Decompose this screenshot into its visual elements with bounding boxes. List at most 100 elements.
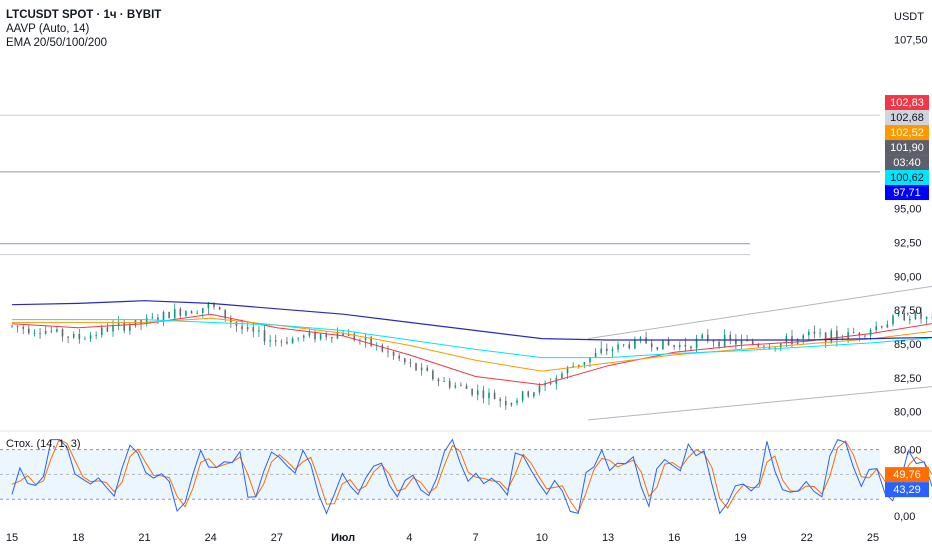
time-tick-label: 18 bbox=[72, 532, 84, 544]
candle-body bbox=[370, 336, 372, 346]
candle-body bbox=[729, 334, 732, 340]
time-tick-label: 7 bbox=[473, 532, 479, 544]
candle-body bbox=[735, 339, 737, 345]
candle-body bbox=[566, 367, 569, 374]
candle-body bbox=[678, 344, 681, 347]
candle-body bbox=[634, 339, 636, 349]
time-tick-label: 19 bbox=[734, 532, 746, 544]
time-tick-label: 27 bbox=[271, 532, 283, 544]
candle-body bbox=[213, 304, 215, 307]
price-tick-label: 85,00 bbox=[894, 339, 922, 351]
candle-body bbox=[521, 391, 524, 401]
price-badge-bg bbox=[885, 170, 929, 186]
stochastic-badge-bg bbox=[885, 467, 929, 483]
price-badge-label: 102,83 bbox=[890, 97, 924, 109]
candle-body bbox=[145, 317, 148, 324]
candle-body bbox=[314, 332, 316, 340]
candle-body bbox=[684, 344, 687, 347]
price-tick-label: 90,00 bbox=[894, 271, 922, 283]
candle-body bbox=[656, 347, 659, 350]
candle-body bbox=[258, 330, 260, 332]
candle-body bbox=[751, 340, 754, 345]
candle-body bbox=[336, 333, 339, 339]
candle-body bbox=[157, 317, 159, 321]
time-axis: 1518212427Июл4710131619222528 bbox=[6, 532, 879, 544]
candle-body bbox=[836, 330, 838, 340]
candle-body bbox=[224, 309, 227, 319]
candle-body bbox=[561, 373, 563, 379]
indicator-ema-label[interactable]: EMA 20/50/100/200 bbox=[6, 37, 108, 49]
candle-body bbox=[151, 317, 154, 319]
candle-body bbox=[95, 334, 97, 336]
candle-body bbox=[527, 391, 530, 397]
candle-body bbox=[476, 390, 479, 395]
candle-body bbox=[802, 335, 805, 339]
candle-body bbox=[117, 322, 120, 326]
candle-body bbox=[302, 335, 305, 338]
candle-body bbox=[129, 325, 131, 331]
candle-body bbox=[813, 331, 816, 334]
price-tick-label: 92,50 bbox=[894, 237, 922, 249]
candle-body bbox=[112, 325, 114, 332]
symbol-title[interactable]: LTCUSDT SPOT · 1ч · BYBIT bbox=[6, 9, 162, 21]
candle-body bbox=[572, 365, 574, 368]
candle-body bbox=[331, 337, 333, 339]
candle-body bbox=[39, 333, 41, 334]
price-badge-bg bbox=[885, 155, 929, 171]
candle-body bbox=[673, 345, 675, 347]
candle-body bbox=[819, 332, 821, 334]
time-tick-label: 10 bbox=[536, 532, 548, 544]
candle-body bbox=[830, 330, 833, 344]
time-tick-label: 15 bbox=[6, 532, 18, 544]
candle-body bbox=[589, 357, 591, 363]
candle-body bbox=[538, 385, 541, 393]
candle-body bbox=[611, 349, 614, 352]
candle-body bbox=[179, 308, 182, 316]
candle-body bbox=[886, 324, 889, 328]
price-tick-label: 82,50 bbox=[894, 373, 922, 385]
price-badge: 102,83 bbox=[885, 95, 929, 111]
candle-body bbox=[28, 328, 30, 334]
stochastic-axis: 80,00 0,00 49,76 43,29 bbox=[885, 445, 929, 523]
candle-body bbox=[448, 381, 451, 388]
stochastic-badge-label: 49,76 bbox=[893, 469, 921, 481]
candle-body bbox=[864, 335, 866, 337]
price-badge-label: 102,68 bbox=[890, 112, 924, 124]
candle-body bbox=[106, 327, 109, 332]
candle-body bbox=[443, 381, 445, 382]
candle-body bbox=[465, 385, 468, 389]
candle-body bbox=[808, 331, 810, 336]
candle-body bbox=[140, 319, 142, 324]
stochastic-legend[interactable]: Стох. (14, 1, 3) bbox=[6, 438, 81, 450]
candle-body bbox=[847, 332, 849, 339]
candle-body bbox=[325, 334, 328, 338]
candle-body bbox=[11, 325, 13, 327]
candle-body bbox=[297, 337, 299, 339]
candle-body bbox=[454, 385, 457, 388]
price-badge-label: 101,90 bbox=[890, 142, 924, 154]
time-tick-label: 21 bbox=[138, 532, 150, 544]
candle-body bbox=[162, 311, 165, 321]
candle-body bbox=[690, 346, 692, 349]
price-badge-label: 03:40 bbox=[893, 157, 921, 169]
price-tick-label: 87,50 bbox=[894, 305, 922, 317]
candle-body bbox=[583, 362, 586, 365]
candle-body bbox=[516, 400, 518, 404]
indicator-aavp-label[interactable]: AAVP (Auto, 14) bbox=[6, 23, 90, 35]
price-badge: 102,52 bbox=[885, 125, 929, 141]
candle-body bbox=[740, 339, 743, 345]
candle-body bbox=[246, 327, 249, 330]
candle-body bbox=[914, 312, 917, 319]
time-tick-label: 4 bbox=[406, 532, 412, 544]
candle-body bbox=[600, 348, 603, 354]
price-badge-bg bbox=[885, 110, 929, 126]
candle-body bbox=[50, 331, 53, 332]
candle-body bbox=[909, 318, 911, 321]
price-badge: 03:40 bbox=[885, 155, 929, 171]
candle-body bbox=[263, 330, 266, 342]
candle-body bbox=[897, 313, 900, 316]
candle-body bbox=[723, 334, 726, 347]
stochastic-tick-label: 0,00 bbox=[894, 511, 915, 523]
